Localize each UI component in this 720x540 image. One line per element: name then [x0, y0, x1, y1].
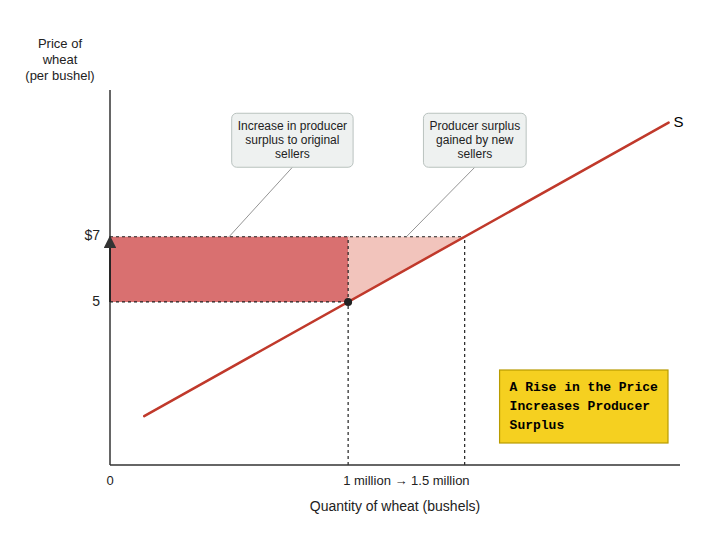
price-arrow: [109, 237, 111, 302]
title: A Rise in the Price Increases Producer Sur…: [510, 380, 658, 433]
chart: S 5 $7 0 1 million → 1.5 million Quantity of …: [0, 0, 720, 540]
annotation-text: Increase in producersurplus to originals…: [238, 119, 347, 161]
text-line: Price of: [38, 36, 82, 51]
text-line: Increase in producer: [238, 119, 347, 133]
annotation: Increase in producersurplus to originals…: [232, 113, 353, 167]
annotation-box: [423, 113, 526, 167]
y-tick-label: 5: [92, 293, 100, 309]
surplus-rectangle: [110, 237, 348, 302]
guide-horizontal: [110, 236, 465, 237]
text-line: gained by new: [436, 133, 514, 147]
x-axis-label: Quantity of wheat (bushels): [310, 498, 480, 514]
annotation-leader: [406, 167, 474, 236]
y-axis-label: Price ofwheat(per bushel): [25, 36, 94, 83]
text-line: surplus to original: [245, 133, 339, 147]
title-background: [500, 370, 668, 443]
annotation-box: [232, 113, 353, 167]
text-line: wheat: [42, 52, 78, 67]
text-line: Surplus: [510, 418, 565, 433]
annotation-text: Producer surplusgained by newsellers: [429, 119, 520, 161]
guide-horizontal: [110, 301, 348, 302]
annotation: Producer surplusgained by newsellers: [423, 113, 526, 167]
x-tick-label: 1 million → 1.5 million: [343, 473, 469, 488]
guide-vertical: [464, 237, 465, 465]
text-line: (per bushel): [25, 68, 94, 83]
text-line: sellers: [457, 147, 492, 161]
x-tick-label: 0: [106, 473, 113, 488]
x-axis: [110, 464, 680, 466]
equilibrium-point: [344, 298, 352, 306]
plot-area: [110, 123, 669, 465]
text-line: A Rise in the Price: [510, 380, 658, 395]
text-line: Producer surplus: [429, 119, 520, 133]
text-line: Increases Producer: [510, 399, 650, 414]
text-line: sellers: [275, 147, 310, 161]
guide-vertical: [348, 237, 349, 465]
annotations: Increase in producersurplus to originals…: [232, 113, 526, 167]
title-box: A Rise in the Price Increases Producer Sur…: [500, 370, 668, 443]
annotation-leader: [229, 167, 292, 236]
y-tick-label: $7: [84, 227, 100, 243]
annotation-leaders: [229, 167, 475, 236]
series-label: S: [674, 113, 684, 130]
y-axis: [109, 90, 111, 465]
